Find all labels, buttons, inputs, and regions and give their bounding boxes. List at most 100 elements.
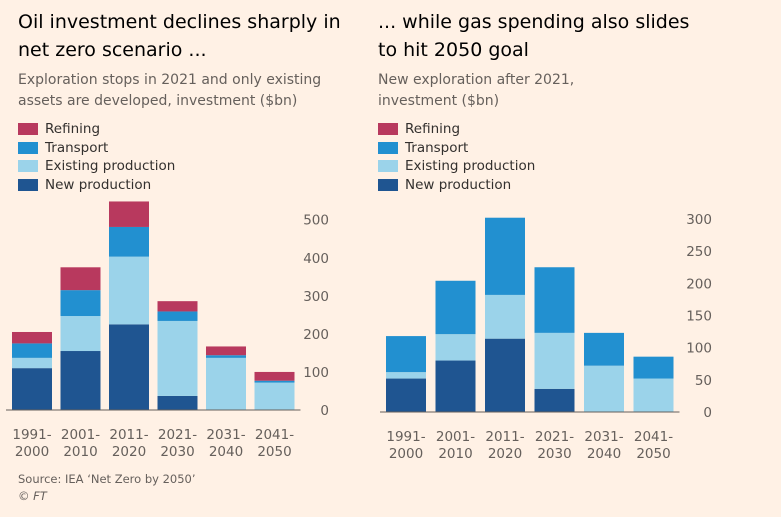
oil-y-tick-label-5: 500 — [303, 213, 329, 229]
gas-category-label-0: 1991-2000 — [386, 429, 425, 462]
left-chart-title: Oil investment declines sharply in net z… — [18, 8, 358, 64]
gas-bar-new-2 — [485, 338, 525, 412]
oil-y-tick-label-1: 100 — [303, 365, 329, 381]
left-subtitle-line-1: Exploration stops in 2021 and only exist… — [18, 72, 322, 88]
right-legend-new-label: New production — [405, 176, 512, 193]
oil-bar-transport-2 — [109, 226, 149, 257]
gas-bar-transport-5 — [633, 356, 674, 379]
oil-category-label-1: 2001-2010 — [61, 427, 100, 460]
oil-bar-refining-5 — [254, 371, 295, 381]
oil-bar-existing-1 — [60, 316, 101, 352]
oil-bar-transport-0 — [12, 343, 52, 358]
gas-bar-transport-0 — [386, 336, 426, 373]
right-subtitle-line-1: New exploration after 2021, — [378, 72, 575, 88]
gas-bar-existing-0 — [386, 372, 426, 379]
gas-category-label-5: 2041-2050 — [634, 429, 673, 462]
oil-bar-refining-1 — [60, 267, 101, 291]
gas-bar-existing-4 — [584, 365, 624, 412]
left-legend-refining-label: Refining — [45, 121, 101, 138]
gas-y-tick-label-4: 200 — [686, 276, 712, 292]
gas-category-label-3: 2021-2030 — [535, 429, 574, 462]
gas-bar-new-1 — [435, 360, 476, 412]
oil-bar-refining-4 — [206, 346, 246, 356]
right-legend-existing-label: Existing production — [405, 158, 536, 175]
oil-category-label-2: 2011-2020 — [109, 427, 148, 460]
gas-category-label-4: 2031-2040 — [584, 429, 623, 462]
gas-y-tick-label-6: 300 — [686, 212, 712, 228]
gas-bar-new-0 — [386, 378, 426, 412]
right-title-line-2: to hit 2050 goal — [378, 39, 529, 61]
oil-category-label-5: 2041-2050 — [255, 427, 294, 460]
gas-bar-existing-3 — [534, 332, 575, 389]
existing-production-swatch — [18, 160, 38, 173]
right-panel: ... while gas spending also slides to hi… — [378, 0, 708, 194]
gas-investment-chart: 1991-2000 2001-2010 2011-2020 2021-2030 2031… — [380, 212, 712, 462]
left-legend-transport: Transport — [18, 139, 358, 158]
new-production-swatch — [378, 178, 398, 191]
gas-bar-existing-1 — [435, 334, 476, 361]
copyright-text: © FT — [18, 489, 47, 503]
gas-y-tick-label-5: 250 — [686, 244, 712, 260]
right-legend-refining: Refining — [378, 120, 708, 139]
source-note: Source: IEA ‘Net Zero by 2050’ © FT — [18, 471, 196, 505]
oil-bar-new-1 — [60, 351, 101, 410]
gas-y-tick-label-2: 100 — [686, 341, 712, 357]
gas-bar-new-3 — [534, 388, 575, 412]
left-subtitle-line-2: assets are developed, investment ($bn) — [18, 93, 298, 109]
transport-swatch — [18, 141, 38, 154]
oil-bar-existing-4 — [206, 357, 246, 410]
right-title-line-1: ... while gas spending also slides — [378, 11, 690, 33]
transport-swatch — [378, 141, 398, 154]
oil-category-label-3: 2021-2030 — [158, 427, 197, 460]
right-subtitle-line-2: investment ($bn) — [378, 93, 500, 109]
refining-swatch — [18, 123, 38, 136]
oil-bar-new-3 — [157, 395, 198, 410]
gas-bar-transport-4 — [584, 332, 624, 366]
gas-bar-existing-5 — [633, 378, 674, 412]
oil-bar-transport-3 — [157, 311, 198, 321]
oil-y-tick-label-4: 400 — [303, 251, 329, 267]
new-production-swatch — [18, 178, 38, 191]
oil-bar-refining-2 — [109, 201, 149, 227]
right-chart-subtitle: New exploration after 2021, investment (… — [378, 70, 708, 112]
gas-bar-transport-2 — [485, 217, 525, 295]
oil-y-tick-label-0: 0 — [320, 403, 329, 419]
left-title-line-2: net zero scenario ... — [18, 39, 207, 61]
left-legend-refining: Refining — [18, 120, 358, 139]
right-legend: Refining Transport Existing production N… — [378, 120, 708, 194]
left-legend-existing-label: Existing production — [45, 158, 176, 175]
oil-bar-refining-3 — [157, 301, 198, 312]
oil-bar-new-0 — [12, 368, 52, 410]
left-legend-transport-label: Transport — [45, 139, 109, 156]
gas-bar-existing-2 — [485, 294, 525, 339]
oil-bar-new-2 — [109, 324, 149, 410]
oil-bar-existing-3 — [157, 320, 198, 396]
oil-bar-existing-0 — [12, 357, 52, 369]
right-legend-existing: Existing production — [378, 157, 708, 176]
refining-swatch — [378, 123, 398, 136]
gas-bar-transport-3 — [534, 267, 575, 333]
right-legend-new: New production — [378, 176, 708, 195]
oil-bar-transport-5 — [254, 380, 295, 383]
right-legend-transport-label: Transport — [405, 139, 469, 156]
oil-bar-existing-2 — [109, 256, 149, 325]
oil-bar-transport-4 — [206, 355, 246, 358]
oil-bar-existing-5 — [254, 382, 295, 410]
existing-production-swatch — [378, 160, 398, 173]
right-chart-title: ... while gas spending also slides to hi… — [378, 8, 708, 64]
gas-y-tick-label-1: 50 — [695, 373, 712, 389]
gas-category-label-1: 2001-2010 — [436, 429, 475, 462]
gas-category-label-2: 2011-2020 — [485, 429, 524, 462]
right-legend-refining-label: Refining — [405, 121, 461, 138]
left-legend-new: New production — [18, 176, 358, 195]
left-legend-existing: Existing production — [18, 157, 358, 176]
left-legend-new-label: New production — [45, 176, 152, 193]
oil-y-tick-label-3: 300 — [303, 289, 329, 305]
oil-investment-chart: 1991-2000 2001-2010 2011-2020 2021-2030 2031… — [6, 201, 329, 460]
left-legend: Refining Transport Existing production N… — [18, 120, 358, 194]
right-legend-transport: Transport — [378, 139, 708, 158]
gas-y-tick-label-3: 150 — [686, 309, 712, 325]
oil-category-label-4: 2031-2040 — [206, 427, 245, 460]
gas-bar-transport-1 — [435, 280, 476, 335]
gas-y-tick-label-0: 0 — [703, 405, 712, 421]
